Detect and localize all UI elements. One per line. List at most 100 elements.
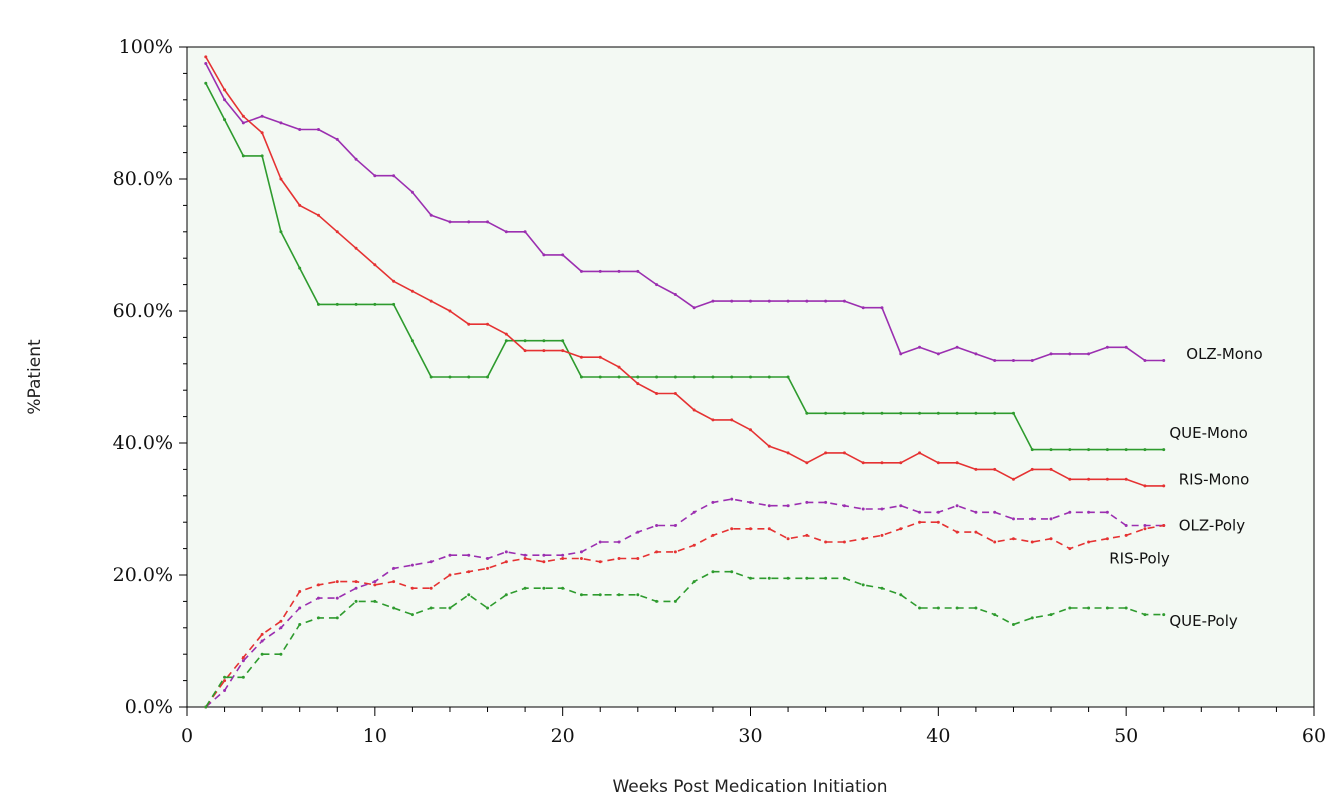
data-point-que-poly <box>260 652 264 656</box>
data-point-ris-mono <box>899 461 903 465</box>
data-point-que-mono <box>1068 448 1072 452</box>
series-label-que-poly: QUE-Poly <box>1169 612 1238 630</box>
data-point-que-mono <box>523 339 527 343</box>
data-point-que-mono <box>918 411 922 415</box>
data-point-olz-mono <box>1162 359 1166 362</box>
data-point-que-poly <box>1162 613 1166 617</box>
data-point-olz-mono <box>824 299 828 303</box>
data-point-ris-mono <box>711 418 715 422</box>
data-point-ris-mono <box>579 355 583 359</box>
x-axis-title: Weeks Post Medication Initiation <box>612 777 887 797</box>
data-point-que-poly <box>711 570 715 574</box>
data-point-que-poly <box>392 606 396 610</box>
data-point-ris-poly <box>1049 537 1053 541</box>
data-point-que-mono <box>617 375 621 379</box>
data-point-ris-poly <box>918 520 922 524</box>
series-olz-poly <box>204 497 1166 709</box>
data-point-que-mono <box>504 339 508 343</box>
data-point-olz-mono <box>448 220 452 224</box>
data-point-que-mono <box>223 118 227 122</box>
data-point-que-poly <box>429 606 433 610</box>
data-point-que-mono <box>1143 448 1147 452</box>
data-point-que-mono <box>767 375 771 379</box>
data-point-ris-poly <box>861 537 865 541</box>
data-point-que-mono <box>279 230 283 234</box>
data-point-olz-mono <box>467 220 471 224</box>
data-point-olz-poly <box>542 553 546 557</box>
data-point-que-mono <box>392 302 396 306</box>
data-point-que-mono <box>842 411 846 415</box>
data-point-olz-mono <box>392 174 396 178</box>
data-point-olz-mono <box>373 174 377 178</box>
data-point-que-mono <box>730 375 734 379</box>
data-point-ris-poly <box>598 560 602 564</box>
data-point-ris-poly <box>223 679 227 683</box>
data-point-olz-poly <box>1143 524 1147 527</box>
data-point-ris-poly <box>1030 540 1034 544</box>
data-point-que-mono <box>805 411 809 415</box>
data-point-que-poly <box>486 606 490 610</box>
data-point-ris-poly <box>636 557 640 560</box>
data-point-ris-mono <box>655 392 659 395</box>
data-point-ris-poly <box>730 527 734 531</box>
data-point-que-mono <box>636 375 640 379</box>
data-point-olz-mono <box>974 352 978 356</box>
data-point-olz-poly <box>335 596 339 600</box>
data-point-olz-mono <box>579 269 583 273</box>
data-point-ris-mono <box>1030 467 1034 471</box>
data-point-ris-poly <box>410 586 414 590</box>
data-point-olz-poly <box>448 553 452 557</box>
data-point-ris-mono <box>617 365 621 369</box>
data-point-que-poly <box>561 586 565 590</box>
data-point-que-poly <box>1030 616 1034 620</box>
data-point-que-mono <box>486 375 490 379</box>
x-tick-label: 60 <box>1302 725 1326 747</box>
data-point-olz-poly <box>241 659 245 663</box>
data-point-ris-mono <box>354 246 358 250</box>
data-point-que-poly <box>730 570 734 574</box>
data-point-ris-poly <box>542 560 546 564</box>
data-point-olz-mono <box>1068 352 1072 356</box>
series-line-olz-mono <box>205 63 1164 362</box>
data-point-que-poly <box>955 606 959 610</box>
data-point-ris-poly <box>767 527 771 531</box>
data-point-que-poly <box>448 606 452 610</box>
data-point-ris-poly <box>880 533 884 537</box>
data-point-olz-poly <box>298 606 302 610</box>
data-point-olz-mono <box>561 253 565 257</box>
data-point-ris-mono <box>429 299 433 303</box>
data-point-olz-poly <box>1049 517 1053 521</box>
data-point-que-poly <box>749 576 752 580</box>
series-line-ris-mono <box>205 56 1164 487</box>
data-point-olz-mono <box>1049 352 1053 356</box>
data-point-ris-mono <box>467 322 471 326</box>
series-label-que-mono: QUE-Mono <box>1169 424 1247 442</box>
data-point-que-poly <box>899 593 903 597</box>
data-point-ris-mono <box>767 444 771 448</box>
data-point-que-mono <box>655 375 659 379</box>
data-point-ris-mono <box>805 461 809 465</box>
data-point-olz-poly <box>711 500 715 504</box>
data-point-que-poly <box>974 606 978 610</box>
data-point-olz-poly <box>1011 517 1015 521</box>
data-point-que-poly <box>824 576 828 580</box>
data-point-ris-poly <box>711 533 715 537</box>
data-point-ris-poly <box>579 557 583 560</box>
data-point-ris-poly <box>486 566 490 570</box>
data-point-ris-mono <box>223 88 227 92</box>
data-point-olz-poly <box>1087 510 1091 514</box>
data-point-ris-mono <box>1049 467 1053 471</box>
series-ris-poly <box>204 520 1166 709</box>
data-point-ris-poly <box>260 632 264 636</box>
x-tick-label: 0 <box>181 725 193 747</box>
data-point-ris-mono <box>1162 484 1166 488</box>
data-point-ris-poly <box>1087 540 1091 544</box>
data-point-olz-mono <box>204 62 208 65</box>
data-point-que-poly <box>880 586 884 590</box>
data-point-olz-mono <box>767 299 771 303</box>
data-point-olz-poly <box>561 553 565 557</box>
data-point-olz-poly <box>636 530 640 534</box>
data-point-olz-poly <box>749 500 752 504</box>
data-point-ris-poly <box>504 560 508 564</box>
data-point-ris-mono <box>373 263 377 267</box>
